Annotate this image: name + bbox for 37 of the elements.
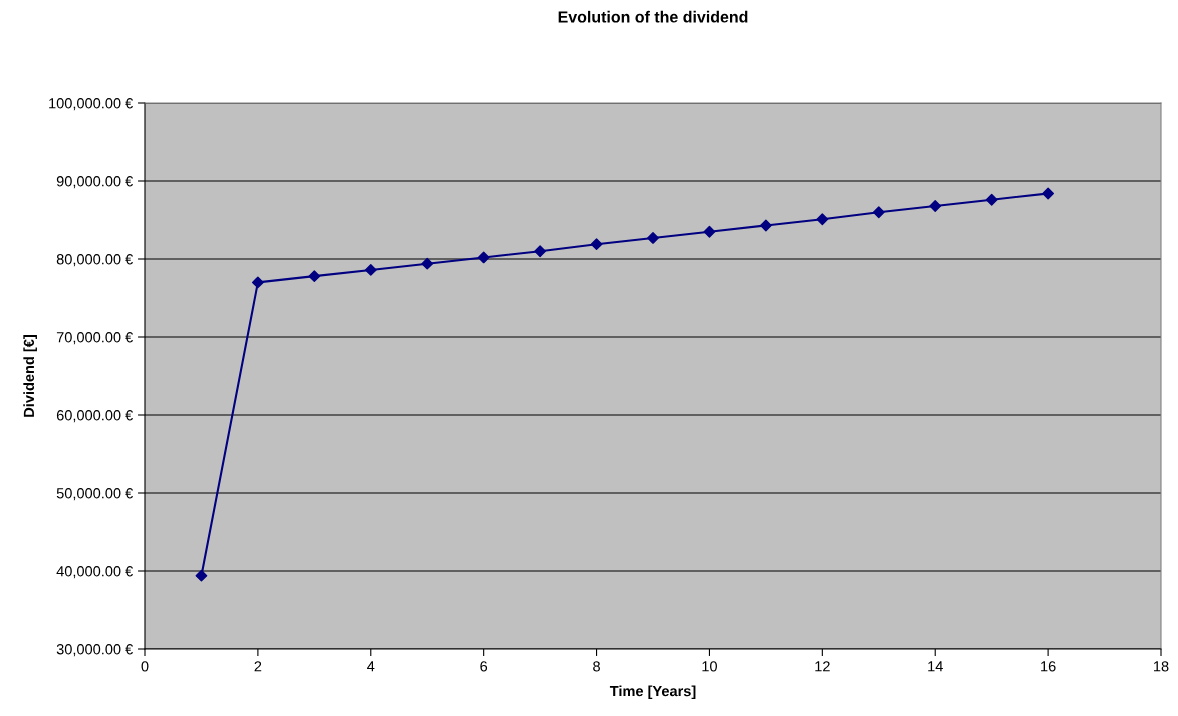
point [590, 238, 603, 251]
point [872, 206, 885, 219]
x-tick-label: 0 [141, 661, 149, 672]
point [364, 264, 377, 276]
x-tick-label: 14 [928, 661, 943, 672]
x-tick-label: 12 [815, 661, 830, 672]
y-tick-label: 90,000.00 € [56, 176, 133, 189]
x-tick-label: 6 [480, 661, 488, 672]
x-tick-label: 4 [367, 661, 375, 672]
y-tick-label: 60,000.00 € [56, 410, 133, 423]
point [703, 225, 716, 238]
y-axis-title: Dividend [€] [23, 335, 37, 417]
x-tick-label: 8 [593, 661, 600, 672]
point [816, 213, 829, 226]
point [477, 251, 490, 264]
y-tick-label: 70,000.00 € [56, 332, 133, 345]
point [308, 270, 321, 283]
point [251, 276, 264, 289]
y-tick-label: 100,000.00 € [49, 98, 133, 111]
y-tick-label: 30,000.00 € [56, 644, 133, 657]
point [759, 219, 772, 232]
x-axis-title: Time [Years] [609, 685, 696, 700]
x-tick-label: 2 [254, 661, 262, 672]
point [195, 569, 208, 582]
x-tick-label: 18 [1154, 661, 1169, 672]
y-tick-label: 80,000.00 € [56, 254, 133, 267]
point [929, 200, 942, 212]
point [1042, 187, 1055, 200]
point [985, 193, 998, 206]
y-tick-label: 50,000.00 € [56, 488, 133, 501]
x-tick-label: 16 [1041, 661, 1056, 672]
y-tick-label: 40,000.00 € [56, 566, 133, 579]
chart-title: Evolution of the dividend [558, 10, 748, 23]
point [421, 257, 434, 270]
point [647, 232, 659, 244]
point [534, 245, 547, 258]
x-tick-label: 10 [702, 661, 717, 672]
